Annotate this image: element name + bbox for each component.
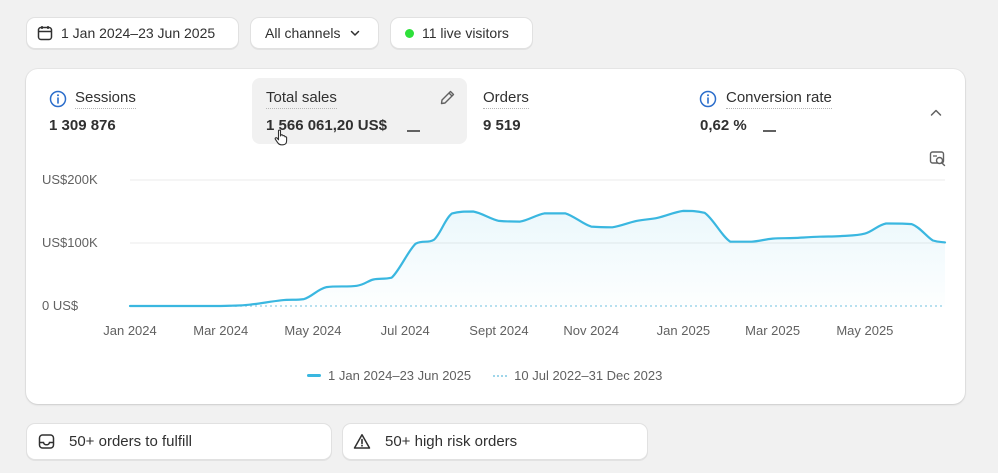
- metric-label: Sessions: [75, 89, 136, 109]
- x-tick-label: May 2024: [284, 323, 341, 338]
- orders-to-fulfill-button[interactable]: 50+ orders to fulfill: [26, 423, 332, 460]
- metric-orders[interactable]: Orders 9 519: [469, 78, 689, 144]
- x-tick-label: Jan 2025: [657, 323, 711, 338]
- legend-swatch-solid: [307, 374, 321, 377]
- chart-legend: 1 Jan 2024–23 Jun 2025 10 Jul 2022–31 De…: [307, 368, 662, 383]
- legend-label: 10 Jul 2022–31 Dec 2023: [514, 368, 663, 383]
- info-icon: [699, 90, 717, 108]
- y-tick-label: 0 US$: [42, 298, 79, 313]
- metric-value: 0,62 %: [700, 117, 747, 134]
- no-change-dash: [763, 130, 776, 132]
- series-line-current: [128, 209, 947, 308]
- metric-label: Conversion rate: [726, 89, 832, 109]
- task-label: 50+ orders to fulfill: [69, 433, 192, 450]
- x-tick-label: Mar 2025: [745, 323, 800, 338]
- chevron-down-icon: [350, 30, 359, 36]
- chevron-up-icon[interactable]: [928, 105, 944, 121]
- high-risk-orders-button[interactable]: 50+ high risk orders: [342, 423, 648, 460]
- legend-label: 1 Jan 2024–23 Jun 2025: [328, 368, 472, 383]
- warning-icon: [353, 434, 371, 449]
- x-tick-label: Nov 2024: [563, 323, 619, 338]
- x-tick-label: Jan 2024: [103, 323, 157, 338]
- task-label: 50+ high risk orders: [385, 433, 518, 450]
- live-visitors-button[interactable]: 11 live visitors: [390, 17, 533, 49]
- info-icon: [49, 90, 67, 108]
- x-tick-label: Jul 2024: [381, 323, 430, 338]
- analytics-card: Sessions 1 309 876 Total sales 1 566 061…: [26, 69, 965, 404]
- legend-swatch-dotted: [493, 374, 508, 377]
- legend-item-current[interactable]: 1 Jan 2024–23 Jun 2025: [307, 368, 471, 383]
- metric-value: 1 566 061,20 US$: [266, 117, 387, 134]
- live-visitors-label: 11 live visitors: [422, 25, 509, 41]
- metric-label: Total sales: [266, 89, 337, 109]
- date-range-label: 1 Jan 2024–23 Jun 2025: [61, 25, 216, 41]
- channel-selector[interactable]: All channels: [250, 17, 379, 49]
- inbox-icon: [38, 434, 55, 449]
- hand-cursor-icon: [274, 129, 288, 146]
- sales-chart: US$200K US$100K 0 US$ Jan 2024 Mar 2024 May 2…: [42, 172, 947, 338]
- x-tick-label: May 2025: [836, 323, 893, 338]
- channel-label: All channels: [265, 25, 341, 41]
- y-tick-label: US$200K: [42, 172, 98, 187]
- legend-item-comparison[interactable]: 10 Jul 2022–31 Dec 2023: [493, 368, 662, 383]
- metric-sessions[interactable]: Sessions 1 309 876: [26, 78, 246, 144]
- metric-conversion-rate[interactable]: Conversion rate 0,62 %: [676, 78, 906, 144]
- x-tick-label: Mar 2024: [193, 323, 248, 338]
- date-range-picker[interactable]: 1 Jan 2024–23 Jun 2025: [26, 17, 239, 49]
- metric-total-sales[interactable]: Total sales 1 566 061,20 US$: [252, 78, 467, 146]
- live-status-dot: [405, 28, 414, 38]
- series-area-current: [130, 210, 945, 306]
- y-tick-label: US$100K: [42, 235, 98, 250]
- pencil-icon[interactable]: [439, 89, 456, 106]
- metric-label: Orders: [483, 89, 529, 109]
- metric-value: 1 309 876: [49, 117, 116, 134]
- x-tick-label: Sept 2024: [469, 323, 528, 338]
- metric-value: 9 519: [483, 117, 521, 134]
- no-change-dash: [407, 130, 420, 132]
- calendar-icon: [37, 26, 53, 41]
- chart-search-icon[interactable]: [929, 150, 947, 168]
